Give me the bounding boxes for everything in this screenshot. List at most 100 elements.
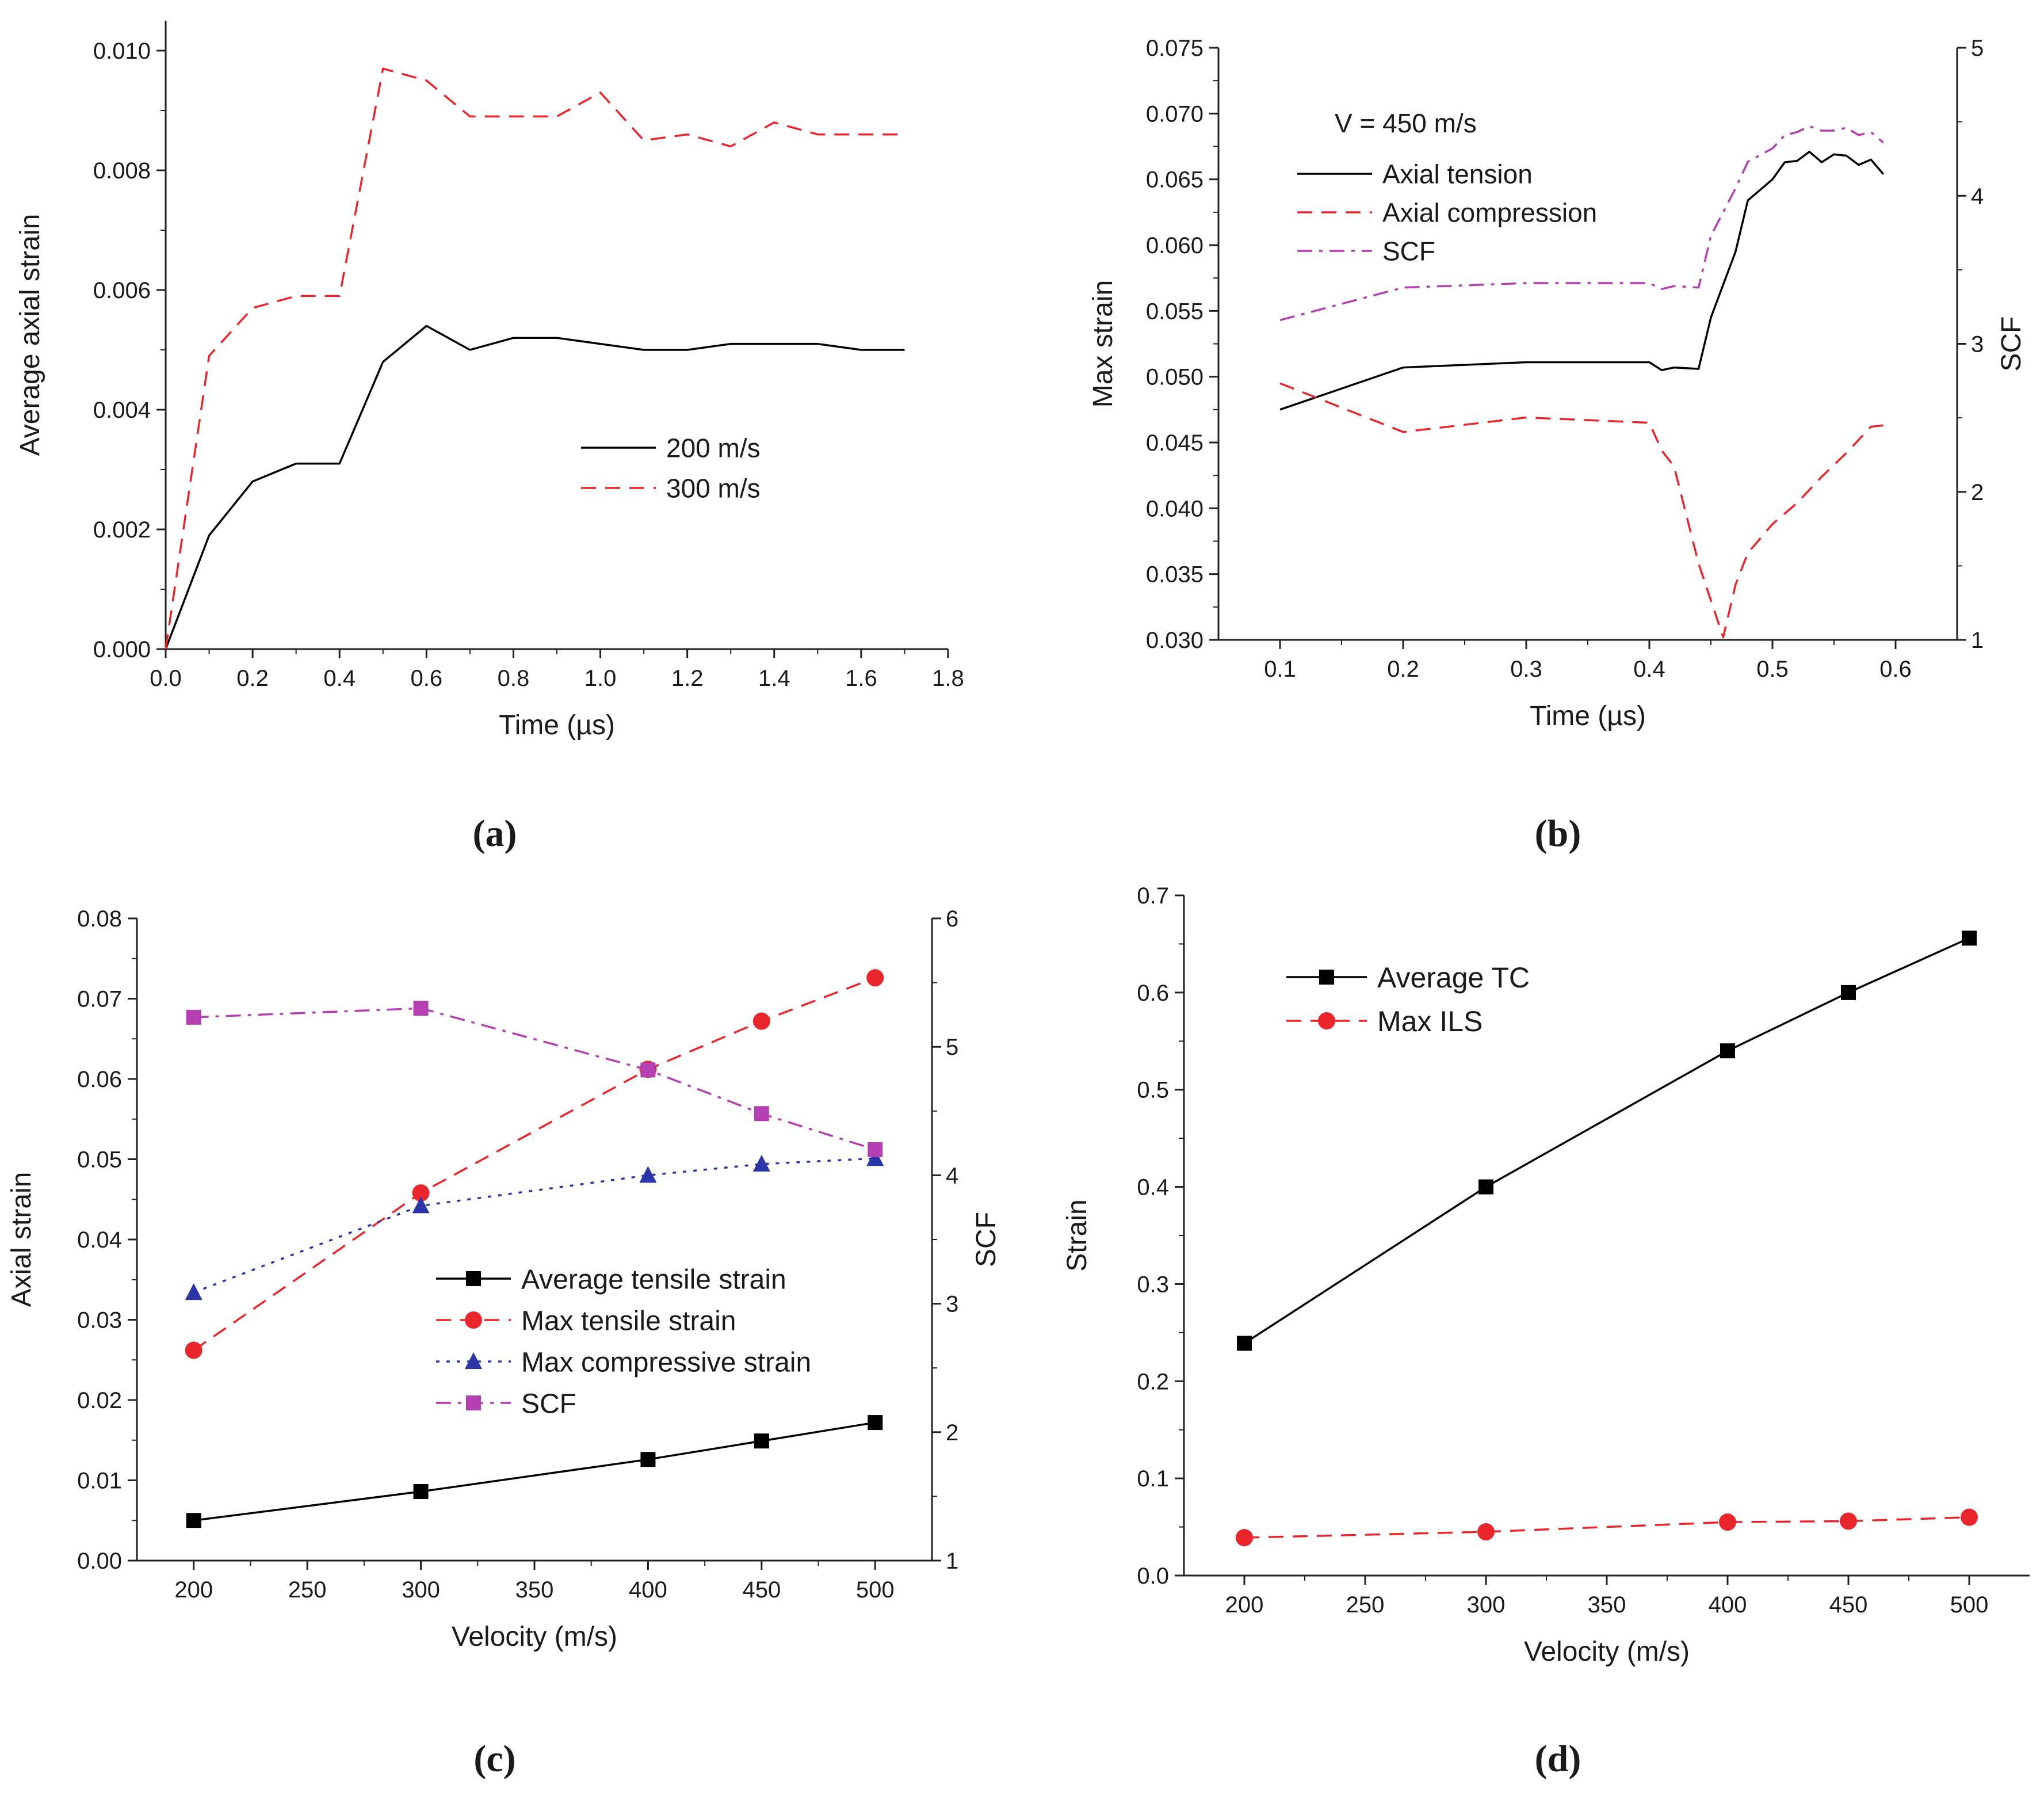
x-tick-label: 1.0 — [584, 666, 617, 691]
data-point — [1478, 1179, 1493, 1195]
chart-panel-a: 0.0 0.2 0.4 0.6 0.8 1.0 1.2 1.4 1.6 1.8 0.000 0.002… — [15, 21, 964, 855]
panel-caption: (a) — [473, 813, 517, 855]
y-axis-label: Strain — [1062, 1199, 1092, 1271]
y-tick-label: 0.06 — [77, 1067, 122, 1092]
x-tick-label: 300 — [402, 1577, 440, 1603]
y2-tick-label: 5 — [946, 1035, 958, 1060]
y-tick-label: 0.070 — [1146, 101, 1204, 127]
legend-marker — [466, 1395, 481, 1410]
legend-label: Max tensile strain — [521, 1306, 736, 1336]
y-tick-label: 0.3 — [1137, 1272, 1169, 1297]
y-tick-label: 0.065 — [1146, 167, 1204, 193]
x-tick-label: 400 — [1709, 1592, 1747, 1618]
y-tick-label: 0.060 — [1146, 233, 1204, 258]
y-tick-label: 0.1 — [1137, 1466, 1169, 1492]
data-point — [185, 1341, 203, 1359]
x-tick-label: 250 — [288, 1577, 327, 1603]
y-tick-label: 0.00 — [77, 1549, 122, 1574]
x-tick-label: 250 — [1346, 1592, 1385, 1618]
y2-tick-label: 1 — [1971, 628, 1984, 653]
data-point — [868, 1415, 883, 1431]
x-tick-label: 1.4 — [758, 666, 790, 691]
x-tick-label: 200 — [1225, 1592, 1264, 1618]
y-axis-label: Axial strain — [6, 1172, 37, 1307]
x-tick-label: 0.4 — [1633, 657, 1665, 682]
y-tick-label: 0.07 — [77, 987, 122, 1012]
series-line — [1279, 150, 1884, 411]
y2-tick-label: 6 — [946, 906, 958, 932]
legend-marker — [1319, 970, 1334, 985]
y-tick-label: 0.08 — [77, 906, 122, 932]
y-tick-label: 0.050 — [1146, 365, 1204, 390]
legend-marker — [1318, 1012, 1335, 1029]
x-tick-label: 200 — [174, 1577, 213, 1603]
y-tick-label: 0.010 — [93, 39, 151, 64]
y-tick-label: 0.2 — [1137, 1369, 1169, 1394]
y2-tick-label: 3 — [1971, 332, 1984, 357]
y-tick-label: 0.05 — [77, 1147, 122, 1173]
annotation-label: V = 450 m/s — [1335, 108, 1477, 138]
data-point — [1236, 1529, 1253, 1547]
series-scf — [1279, 125, 1884, 322]
data-point — [1720, 1043, 1735, 1059]
legend: Average tensile strain Max tensile strain… — [436, 1264, 811, 1419]
data-point — [1719, 1513, 1736, 1531]
legend-label: Max ILS — [1377, 1005, 1483, 1038]
y2-tick-label: 4 — [946, 1163, 958, 1188]
y-tick-label: 0.002 — [93, 517, 151, 543]
series-max-compressive-strain — [185, 1149, 884, 1300]
series-line — [193, 1421, 876, 1521]
x-tick-label: 0.3 — [1510, 657, 1542, 682]
data-point — [1962, 930, 1977, 946]
x-tick-label: 350 — [515, 1577, 554, 1603]
data-point — [754, 1433, 769, 1449]
legend-label: 200 m/s — [666, 433, 761, 463]
panel-caption: (c) — [473, 1738, 515, 1780]
data-point — [752, 1012, 770, 1030]
y-tick-label: 0.055 — [1146, 299, 1204, 324]
legend: 200 m/s 300 m/s — [581, 433, 761, 504]
y2-tick-label: 2 — [946, 1420, 958, 1446]
y-tick-label: 0.7 — [1137, 883, 1169, 909]
legend: V = 450 m/s Axial tension Axial compressio… — [1297, 108, 1597, 266]
data-point — [413, 1484, 429, 1500]
y2-tick-label: 2 — [1971, 480, 1984, 505]
x-tick-label: 450 — [742, 1577, 781, 1603]
data-point — [866, 1149, 884, 1166]
data-point — [1237, 1336, 1252, 1351]
panel-caption: (d) — [1535, 1738, 1581, 1780]
series-line — [1279, 125, 1884, 322]
series-average-tc — [1237, 930, 1977, 1351]
data-point — [752, 1154, 770, 1172]
data-point — [866, 969, 884, 987]
y-tick-label: 0.075 — [1146, 36, 1204, 61]
legend-label: Average TC — [1377, 962, 1530, 994]
y2-tick-label: 5 — [1971, 36, 1984, 61]
legend-marker — [465, 1352, 482, 1369]
panel-caption: (b) — [1535, 813, 1581, 855]
data-point — [1961, 1508, 1978, 1526]
series-scf — [186, 1001, 883, 1157]
y-tick-label: 0.004 — [93, 398, 151, 423]
y-tick-label: 0.01 — [77, 1469, 122, 1494]
y-tick-label: 0.03 — [77, 1308, 122, 1333]
x-tick-label: 450 — [1829, 1592, 1868, 1618]
series-line — [193, 1157, 876, 1294]
chart-panel-d: 200 250 300 350 400 450 500 0.0 0.1 0.2 0.3 0.4 0.5 0… — [1062, 883, 2030, 1780]
y-tick-label: 0.4 — [1137, 1175, 1169, 1200]
x-tick-label: 0.2 — [1387, 657, 1419, 682]
y-tick-label: 0.030 — [1146, 628, 1204, 653]
y-tick-label: 0.040 — [1146, 496, 1204, 521]
legend-label: SCF — [1382, 237, 1435, 266]
legend-marker — [465, 1311, 482, 1329]
x-tick-label: 500 — [856, 1577, 895, 1603]
series-line — [1244, 937, 1970, 1344]
data-point — [868, 1142, 883, 1157]
x-axis-label: Velocity (m/s) — [1524, 1637, 1690, 1667]
legend: Average TC Max ILS — [1286, 962, 1530, 1038]
x-tick-label: 0.6 — [411, 666, 443, 691]
legend-label: Axial compression — [1382, 198, 1597, 228]
series-line — [1279, 382, 1883, 639]
data-point — [1840, 1512, 1857, 1530]
y2-axis-label: SCF — [971, 1212, 1002, 1267]
